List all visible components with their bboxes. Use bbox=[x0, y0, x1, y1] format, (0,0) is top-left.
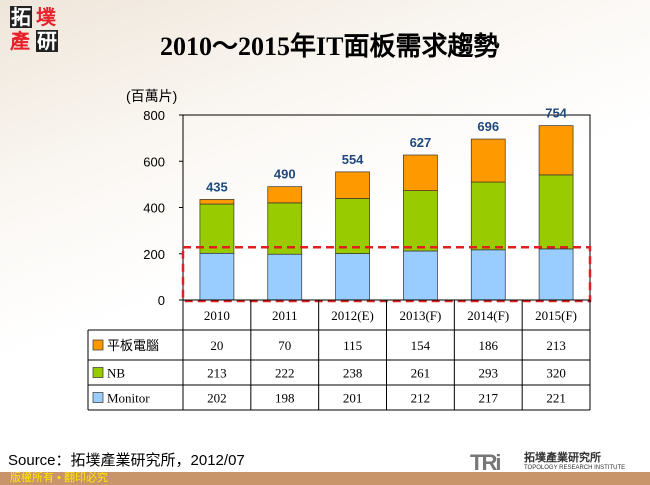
legend-label: NB bbox=[107, 366, 125, 381]
x-tick-label: 2013(F) bbox=[399, 308, 441, 323]
y-axis-label: (百萬片) bbox=[126, 88, 177, 104]
brand-logo: TRi 拓墣產業研究所 TOPOLOGY RESEARCH INSTITUTE bbox=[470, 452, 650, 474]
total-label: 627 bbox=[410, 135, 432, 150]
table-cell: 186 bbox=[479, 338, 499, 353]
x-tick-label: 2011 bbox=[272, 308, 298, 323]
bar-NB bbox=[470, 181, 506, 251]
bar-NB bbox=[335, 198, 370, 254]
table-cell: 238 bbox=[343, 366, 363, 381]
bar-NB bbox=[267, 202, 303, 255]
bar-Monitor bbox=[267, 253, 303, 301]
table-cell: 222 bbox=[275, 366, 295, 381]
y-tick-label: 200 bbox=[143, 247, 165, 262]
table-cell: 70 bbox=[278, 338, 291, 353]
table-cell: 293 bbox=[479, 366, 499, 381]
total-label: 554 bbox=[342, 152, 364, 167]
table-cell: 213 bbox=[207, 366, 227, 381]
total-label: 490 bbox=[274, 167, 296, 182]
y-tick-label: 600 bbox=[143, 154, 165, 169]
y-tick-label: 0 bbox=[158, 293, 165, 308]
bar-Monitor bbox=[199, 252, 235, 301]
logo-char: 產 bbox=[10, 29, 30, 53]
table-cell: 154 bbox=[411, 338, 431, 353]
logo-char: 拓 bbox=[10, 5, 32, 29]
logo-char: 研 bbox=[36, 29, 58, 53]
legend-label: 平板電腦 bbox=[107, 338, 159, 353]
table-cell: 320 bbox=[546, 366, 566, 381]
bar-平板電腦 bbox=[403, 154, 438, 191]
source-note: Source：拓墣產業研究所，2012/07 bbox=[8, 452, 245, 469]
footer-bar: 版權所有 • 翻印必究 bbox=[0, 472, 650, 485]
table-cell: 261 bbox=[411, 366, 431, 381]
copyright-text: 版權所有 • 翻印必究 bbox=[10, 472, 108, 484]
table-cell: 198 bbox=[275, 391, 295, 406]
legend-swatch bbox=[92, 367, 104, 378]
bar-平板電腦 bbox=[335, 171, 370, 199]
table-cell: 217 bbox=[479, 391, 499, 406]
legend-swatch bbox=[92, 339, 104, 351]
plot-area bbox=[182, 114, 591, 301]
total-label: 754 bbox=[545, 106, 567, 121]
brand-sub: TOPOLOGY RESEARCH INSTITUTE bbox=[524, 465, 626, 471]
bar-平板電腦 bbox=[470, 138, 506, 183]
x-tick-label: 2015(F) bbox=[535, 308, 577, 323]
table-cell: 20 bbox=[210, 338, 223, 353]
brand-mark: TRi bbox=[470, 450, 501, 475]
bar-NB bbox=[199, 203, 235, 254]
x-tick-label: 2010 bbox=[204, 308, 230, 323]
table-cell: 201 bbox=[343, 391, 363, 406]
x-tick-label: 2014(F) bbox=[467, 308, 509, 323]
bar-Monitor bbox=[403, 250, 438, 301]
table-cell: 221 bbox=[546, 391, 566, 406]
bar-NB bbox=[403, 190, 438, 252]
legend-swatch bbox=[92, 392, 104, 403]
highlight-box bbox=[181, 246, 592, 303]
bar-NB bbox=[538, 174, 574, 250]
brand-name: 拓墣產業研究所 bbox=[524, 451, 601, 464]
bar-平板電腦 bbox=[538, 125, 574, 176]
table-cell: 202 bbox=[207, 391, 227, 406]
bar-Monitor bbox=[470, 249, 506, 301]
table-cell: 212 bbox=[411, 391, 431, 406]
logo-char: 墣 bbox=[36, 5, 56, 29]
legend-label: Monitor bbox=[107, 391, 150, 406]
total-label: 696 bbox=[477, 119, 499, 134]
bar-平板電腦 bbox=[267, 186, 303, 204]
total-label: 435 bbox=[206, 179, 228, 194]
table-cell: 213 bbox=[546, 338, 566, 353]
table-cell: 115 bbox=[343, 338, 362, 353]
bar-平板電腦 bbox=[199, 199, 235, 205]
bar-Monitor bbox=[538, 248, 574, 301]
x-tick-label: 2012(E) bbox=[331, 308, 374, 323]
y-tick-label: 400 bbox=[143, 201, 165, 216]
page-title: 2010～2015年IT面板需求趨勢 bbox=[160, 32, 500, 61]
y-tick-label: 800 bbox=[143, 108, 165, 123]
bar-Monitor bbox=[335, 253, 370, 301]
logo: 拓 墣 產 研 bbox=[10, 6, 64, 54]
